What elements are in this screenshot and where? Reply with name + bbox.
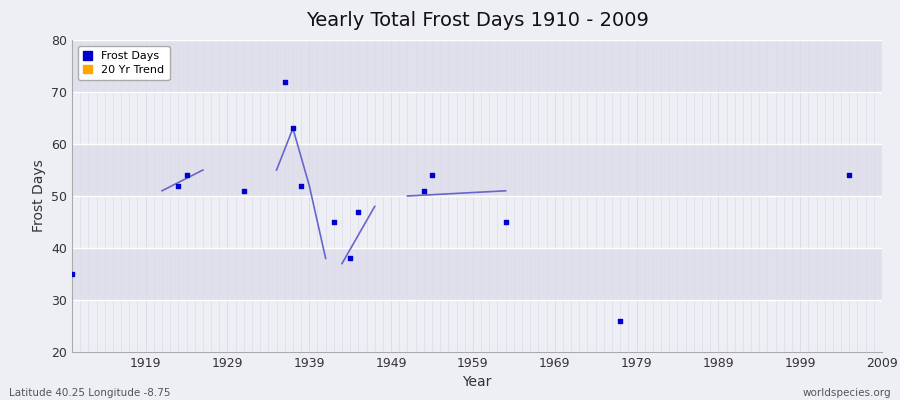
Point — [613, 318, 627, 324]
Y-axis label: Frost Days: Frost Days — [32, 160, 46, 232]
Point — [842, 172, 857, 178]
Point — [65, 271, 79, 277]
Point — [277, 78, 292, 85]
Bar — [72, 40, 882, 92]
Point — [351, 208, 365, 215]
Bar — [72, 300, 882, 352]
Point — [327, 219, 341, 225]
Text: Latitude 40.25 Longitude -8.75: Latitude 40.25 Longitude -8.75 — [9, 388, 170, 398]
Point — [499, 219, 513, 225]
Bar — [72, 92, 882, 144]
Point — [171, 182, 185, 189]
Point — [343, 255, 357, 262]
Title: Yearly Total Frost Days 1910 - 2009: Yearly Total Frost Days 1910 - 2009 — [306, 11, 648, 30]
Text: worldspecies.org: worldspecies.org — [803, 388, 891, 398]
Point — [425, 172, 439, 178]
Point — [179, 172, 194, 178]
Point — [417, 188, 431, 194]
Bar — [72, 248, 882, 300]
Legend: Frost Days, 20 Yr Trend: Frost Days, 20 Yr Trend — [77, 46, 169, 80]
Bar — [72, 144, 882, 196]
Bar — [72, 196, 882, 248]
X-axis label: Year: Year — [463, 376, 491, 390]
Point — [237, 188, 251, 194]
Point — [294, 182, 309, 189]
Point — [285, 125, 300, 132]
